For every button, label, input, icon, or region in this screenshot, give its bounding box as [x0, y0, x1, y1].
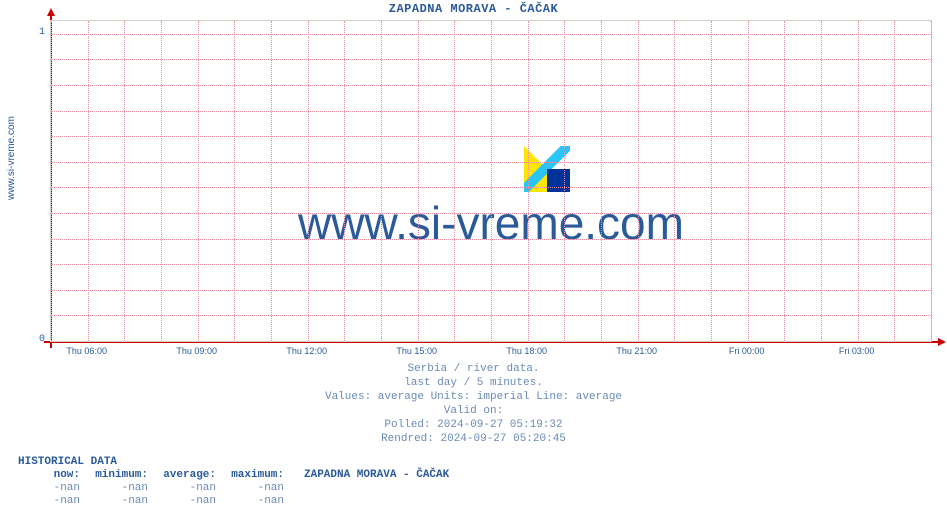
cell: -nan [86, 482, 154, 495]
meta-line: Rendred: 2024-09-27 05:20:45 [0, 432, 947, 446]
chart-plot-area: www.si-vreme.com [50, 20, 932, 342]
v-gridline [931, 21, 932, 341]
x-tick-label: Thu 06:00 [66, 346, 107, 356]
cell: -nan [86, 495, 154, 508]
cell: -nan [18, 495, 86, 508]
cell: -nan [154, 495, 222, 508]
v-gridline [858, 21, 859, 341]
v-gridline [344, 21, 345, 341]
v-gridline [271, 21, 272, 341]
table-header-row: now: minimum: average: maximum: ZAPADNA … [18, 469, 455, 482]
historical-data-block: HISTORICAL DATA now: minimum: average: m… [18, 456, 455, 508]
x-tick-label: Thu 15:00 [396, 346, 437, 356]
v-gridline [564, 21, 565, 341]
col-now: now: [18, 469, 86, 482]
v-gridline [234, 21, 235, 341]
meta-line: Serbia / river data. [0, 362, 947, 376]
v-gridline [638, 21, 639, 341]
v-gridline [821, 21, 822, 341]
side-source-label: www.si-vreme.com [6, 116, 17, 200]
historical-table: now: minimum: average: maximum: ZAPADNA … [18, 469, 455, 508]
v-gridline [748, 21, 749, 341]
y-axis-arrow-icon [47, 8, 55, 16]
page-root: www.si-vreme.com ZAPADNA MORAVA - ČAČAK … [0, 0, 947, 508]
x-tick-label: Thu 09:00 [176, 346, 217, 356]
chart-title: ZAPADNA MORAVA - ČAČAK [0, 2, 947, 16]
meta-line: Polled: 2024-09-27 05:19:32 [0, 418, 947, 432]
v-gridline [528, 21, 529, 341]
x-tick-label: Fri 03:00 [839, 346, 875, 356]
v-gridline [894, 21, 895, 341]
y-tick-label: 0 [5, 334, 45, 345]
x-tick-label: Thu 12:00 [286, 346, 327, 356]
table-row: -nan -nan -nan -nan [18, 482, 455, 495]
v-gridline [454, 21, 455, 341]
cell: -nan [18, 482, 86, 495]
y-tick-label: 1 [5, 27, 45, 38]
x-tick-label: Fri 00:00 [729, 346, 765, 356]
x-axis-arrow-icon [938, 338, 946, 346]
cell: -nan [154, 482, 222, 495]
v-gridline [418, 21, 419, 341]
v-gridline [124, 21, 125, 341]
watermark-logo-icon [524, 146, 570, 192]
v-gridline [308, 21, 309, 341]
x-tick-label: Thu 18:00 [506, 346, 547, 356]
v-gridline [711, 21, 712, 341]
v-gridline [198, 21, 199, 341]
table-row: -nan -nan -nan -nan [18, 495, 455, 508]
meta-line: last day / 5 minutes. [0, 376, 947, 390]
meta-line: Values: average Units: imperial Line: av… [0, 390, 947, 404]
col-minimum: minimum: [86, 469, 154, 482]
v-gridline [88, 21, 89, 341]
meta-line: Valid on: [0, 404, 947, 418]
series-name: ZAPADNA MORAVA - ČAČAK [290, 469, 455, 482]
v-gridline [51, 21, 52, 341]
v-gridline [784, 21, 785, 341]
v-gridline [381, 21, 382, 341]
col-average: average: [154, 469, 222, 482]
v-gridline [491, 21, 492, 341]
historical-header: HISTORICAL DATA [18, 456, 455, 469]
cell: -nan [222, 482, 290, 495]
v-gridline [161, 21, 162, 341]
x-tick-label: Thu 21:00 [616, 346, 657, 356]
v-gridline [674, 21, 675, 341]
v-gridline [601, 21, 602, 341]
chart-meta-block: Serbia / river data. last day / 5 minute… [0, 362, 947, 446]
cell: -nan [222, 495, 290, 508]
col-maximum: maximum: [222, 469, 290, 482]
